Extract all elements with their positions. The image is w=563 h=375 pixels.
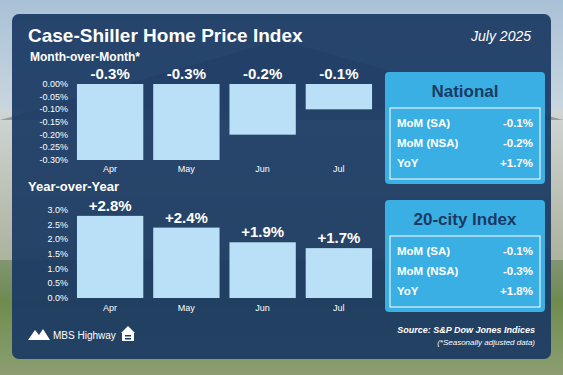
- data-label: +1.9%: [241, 223, 284, 240]
- equal-housing-icon: [125, 338, 131, 340]
- tick-label: 1.5%: [47, 249, 68, 259]
- bar: [229, 84, 295, 135]
- row-value: -0.2%: [503, 137, 533, 149]
- tick-label: -0.15%: [39, 117, 68, 127]
- source: Source: S&P Dow Jones Indices: [397, 325, 535, 335]
- data-label: +2.4%: [165, 209, 208, 226]
- bar: [306, 248, 372, 298]
- chart-title: Month-over-Month*: [30, 50, 140, 64]
- category-label: Jun: [255, 303, 270, 313]
- tick-label: -0.20%: [39, 130, 68, 140]
- panel-box: [385, 200, 545, 312]
- bars: [77, 216, 372, 298]
- title: Case-Shiller Home Price Index: [28, 25, 303, 46]
- logo-text: MBS Highway: [53, 330, 116, 341]
- data-label: +2.8%: [89, 197, 132, 214]
- logo-icon: [28, 329, 50, 340]
- data-label: -0.2%: [243, 65, 282, 82]
- row-label: MoM (SA): [397, 117, 450, 129]
- stat-panel: National MoM (SA) -0.1% MoM (NSA) -0.2% YoY +1…: [385, 72, 545, 184]
- data-label: -0.3%: [91, 65, 130, 82]
- tick-label: 2.0%: [47, 234, 68, 244]
- bar: [229, 242, 295, 298]
- category-label: Jul: [333, 164, 345, 174]
- panel-title: 20-city Index: [414, 210, 518, 229]
- row-value: -0.1%: [503, 245, 533, 257]
- footer: MBS Highway Source: S&P Dow Jones Indices…: [28, 325, 535, 347]
- category-label: Apr: [103, 303, 117, 313]
- tick-label: -0.05%: [39, 92, 68, 102]
- row-value: -0.3%: [503, 265, 533, 277]
- category-label: Apr: [103, 164, 117, 174]
- row-value: -0.1%: [503, 117, 533, 129]
- chart: Month-over-Month* -0.30% -0.25% -0.20% -0.15…: [30, 50, 372, 174]
- bar: [77, 84, 143, 160]
- data-label: +1.7%: [317, 229, 360, 246]
- tick-label: -0.25%: [39, 142, 68, 152]
- panel-inner: [390, 236, 540, 307]
- date: July 2025: [470, 28, 531, 44]
- equal-housing-icon: [121, 326, 135, 333]
- panel-title: National: [431, 82, 498, 101]
- canvas: Case-Shiller Home Price Index July 2025 Mo…: [0, 0, 563, 375]
- bar: [153, 228, 219, 298]
- tick-label: 1.0%: [47, 264, 68, 274]
- chart: Year-over-Year 0.0% 0.5% 1.0% 1.5% 2.0% 2.5% 3.…: [28, 179, 372, 313]
- bar: [77, 216, 143, 298]
- bars: [77, 84, 372, 160]
- bar: [306, 84, 372, 109]
- row-value: +1.8%: [500, 285, 533, 297]
- row-label: YoY: [397, 285, 419, 297]
- tick-label: 0.00%: [42, 79, 68, 89]
- row-value: +1.7%: [500, 157, 533, 169]
- tick-label: 2.5%: [47, 220, 68, 230]
- category-label: May: [178, 164, 196, 174]
- category-label: May: [178, 303, 196, 313]
- data-label: -0.1%: [319, 65, 358, 82]
- row-label: MoM (SA): [397, 245, 450, 257]
- panel-inner: [390, 108, 540, 179]
- category-label: Jul: [333, 303, 345, 313]
- tick-label: 0.5%: [47, 278, 68, 288]
- stat-panel: 20-city Index MoM (SA) -0.1% MoM (NSA) -0.3%…: [385, 200, 545, 312]
- equal-housing-icon: [125, 335, 131, 337]
- bar: [153, 84, 219, 160]
- data-label: -0.3%: [167, 65, 206, 82]
- tick-label: -0.10%: [39, 104, 68, 114]
- panel-box: [385, 72, 545, 184]
- row-label: MoM (NSA): [397, 137, 458, 149]
- equal-housing-icon: [122, 333, 134, 341]
- note: (*Seasonally adjusted data): [437, 338, 535, 347]
- main-panel: [12, 14, 551, 359]
- tick-label: 3.0%: [47, 205, 68, 215]
- row-label: YoY: [397, 157, 419, 169]
- tick-label: -0.30%: [39, 155, 68, 165]
- row-label: MoM (NSA): [397, 265, 458, 277]
- category-label: Jun: [255, 164, 270, 174]
- chart-title: Year-over-Year: [28, 179, 119, 194]
- tick-label: 0.0%: [47, 293, 68, 303]
